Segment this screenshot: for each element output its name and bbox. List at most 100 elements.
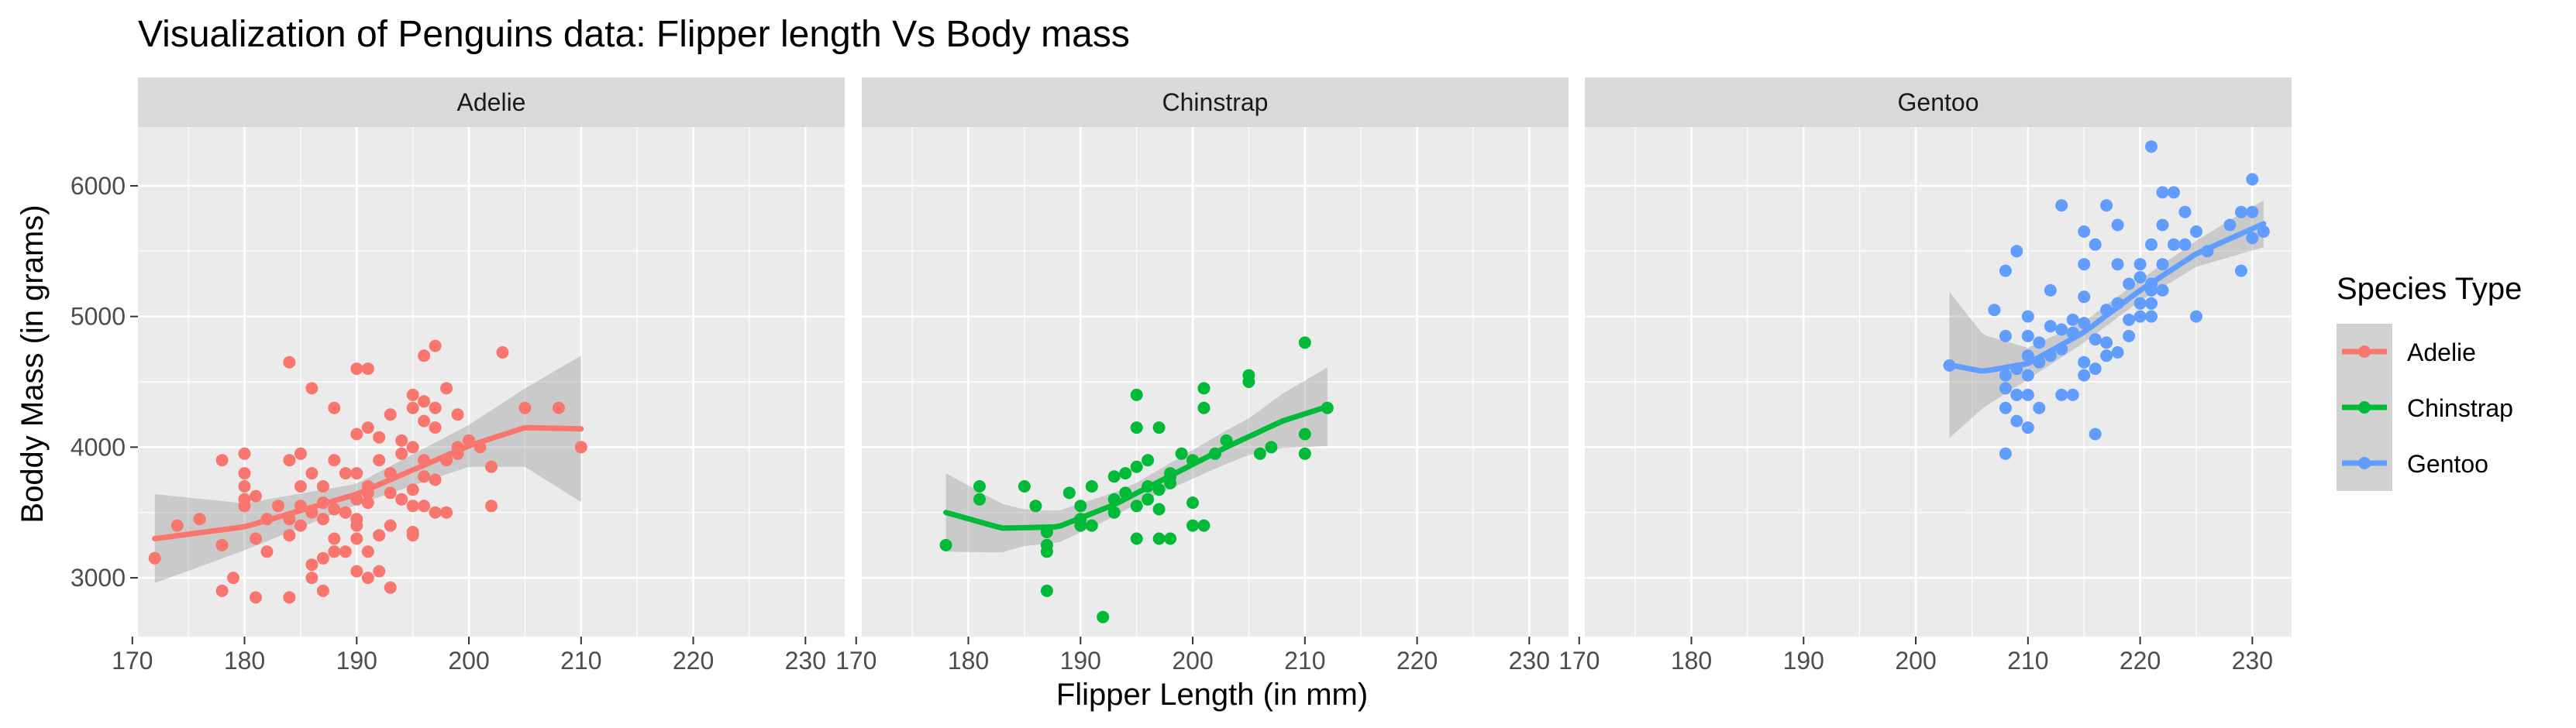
data-point — [1175, 447, 1188, 460]
data-point — [1152, 503, 1166, 516]
data-point — [1999, 447, 2012, 460]
data-point — [2044, 283, 2057, 297]
data-point — [316, 480, 329, 493]
facet-strip — [862, 77, 1569, 127]
data-point — [1197, 382, 1211, 395]
data-point — [406, 526, 419, 538]
data-point — [2246, 173, 2259, 186]
facet-panel-adelie: Adelie 170 180 190 200 210 220 230 3000 4000 5000 6… — [71, 77, 845, 675]
data-point — [2178, 238, 2192, 251]
data-point — [2089, 362, 2102, 376]
data-point — [215, 454, 229, 467]
data-point — [2066, 313, 2079, 326]
data-point — [2033, 401, 2046, 414]
x-tick-label: 210 — [1284, 647, 1325, 675]
data-point — [294, 519, 307, 532]
data-point — [2010, 388, 2023, 401]
data-point — [2133, 271, 2147, 283]
data-point — [418, 414, 431, 428]
legend-entry-adelie: Adelie — [2337, 324, 2476, 379]
y-tick-label: 5000 — [71, 303, 126, 331]
data-point — [2145, 238, 2158, 251]
legend: Species Type Adelie Chinstrap Gentoo — [2337, 272, 2522, 491]
data-point — [2123, 277, 2136, 290]
data-point — [406, 388, 419, 401]
data-point — [1085, 519, 1098, 532]
y-axis-label: Boddy Mass (in grams) — [15, 204, 50, 523]
x-axis-label: Flipper Length (in mm) — [1056, 678, 1368, 712]
data-point — [2123, 329, 2136, 342]
x-tick-label: 210 — [2007, 647, 2048, 675]
data-point — [2066, 388, 2079, 401]
data-point — [2156, 186, 2169, 199]
data-point — [1186, 496, 1199, 510]
data-point — [328, 532, 341, 545]
data-point — [1107, 470, 1121, 483]
x-tick-label: 210 — [560, 647, 601, 675]
trend-line — [943, 403, 1331, 531]
data-point — [2156, 283, 2169, 297]
data-point — [406, 500, 419, 513]
y-tick-label: 4000 — [71, 433, 126, 461]
data-point — [406, 483, 419, 496]
data-point — [2145, 297, 2158, 310]
data-point — [2021, 421, 2034, 434]
chart-title: Visualization of Penguins data: Flipper … — [138, 14, 1130, 55]
x-tick-label: 190 — [1783, 647, 1824, 675]
data-point — [1152, 421, 1166, 434]
data-point — [1265, 441, 1278, 454]
data-point — [272, 500, 284, 513]
data-point — [215, 538, 229, 551]
data-point — [361, 421, 374, 434]
data-point — [361, 572, 374, 585]
data-point — [283, 529, 296, 542]
data-point — [350, 362, 363, 376]
data-point — [294, 447, 307, 460]
data-point — [283, 454, 296, 467]
data-point — [2021, 329, 2034, 342]
data-point — [2033, 336, 2046, 349]
data-point — [238, 467, 251, 480]
legend-marker — [2358, 457, 2371, 469]
data-point — [260, 545, 274, 558]
data-point — [973, 493, 986, 506]
data-point — [1999, 382, 2012, 395]
data-point — [283, 591, 296, 604]
data-point — [294, 480, 307, 493]
x-tick-label: 180 — [948, 647, 989, 675]
data-point — [2145, 310, 2158, 323]
data-point — [2021, 310, 2034, 323]
data-point — [1152, 483, 1166, 496]
data-point — [429, 339, 442, 352]
y-tick-label: 3000 — [71, 564, 126, 592]
data-point — [2168, 238, 2180, 251]
data-point — [1119, 467, 1132, 480]
data-point — [2089, 428, 2102, 441]
data-point — [2223, 218, 2237, 232]
x-tick-label: 220 — [2120, 647, 2161, 675]
data-point — [2123, 313, 2136, 326]
confidence-ribbon — [945, 367, 1328, 553]
data-point — [1085, 480, 1098, 493]
facet-strip — [138, 77, 845, 127]
data-point — [406, 401, 419, 414]
data-point — [1040, 545, 1053, 558]
data-point — [395, 493, 408, 506]
legend-label: Adelie — [2407, 338, 2476, 366]
data-point — [2055, 323, 2068, 336]
data-point — [1242, 376, 1255, 388]
data-point — [193, 513, 206, 526]
data-point — [361, 496, 374, 510]
data-point — [328, 503, 341, 516]
x-tick-label: 220 — [1396, 647, 1438, 675]
data-point — [2246, 205, 2259, 218]
data-point — [328, 401, 341, 414]
data-point — [574, 441, 587, 454]
facet-panel-chinstrap: Chinstrap 170 180 190 200 210 220 230 — [835, 77, 1569, 675]
data-point — [1062, 486, 1076, 500]
data-point — [2055, 199, 2068, 212]
data-point — [305, 572, 319, 585]
data-point — [2133, 297, 2147, 310]
data-point — [418, 349, 431, 362]
facet-strip-label: Adelie — [457, 88, 526, 116]
